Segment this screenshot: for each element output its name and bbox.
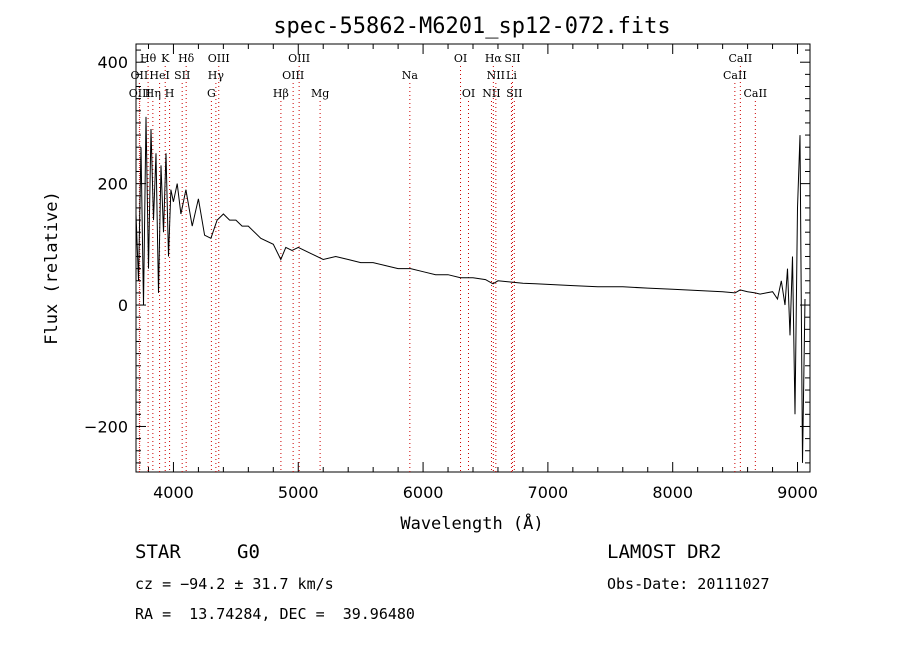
x-tick-labels: 4000 5000 6000 7000 8000 9000	[153, 483, 818, 502]
survey-name: LAMOST DR2	[607, 541, 722, 563]
spectral-line-label: CaII	[743, 87, 767, 100]
object-class: STAR	[135, 541, 181, 563]
x-tick-label: 7000	[528, 483, 569, 502]
spectral-line-label: NII	[482, 87, 500, 100]
chart-title: spec-55862-M6201_sp12-072.fits	[273, 14, 670, 39]
y-tick-label: −200	[84, 417, 128, 436]
y-axis-title: Flux (relative)	[42, 191, 62, 345]
spectral-line-label: NII	[487, 69, 505, 82]
y-tick-label: 200	[97, 175, 128, 194]
spectral-line-label: SII	[174, 69, 190, 82]
spectral-line-label: Hγ	[208, 69, 225, 82]
spectral-line-label: Li	[506, 69, 517, 82]
spectral-line-label: SII	[504, 52, 520, 65]
x-tick-label: 4000	[153, 483, 194, 502]
spectrum-series-line	[135, 116, 806, 463]
spectral-line-label: Hα	[485, 52, 503, 65]
x-axis-title: Wavelength (Å)	[400, 512, 543, 534]
y-tick-label: 0	[118, 296, 128, 315]
y-tick-label: 400	[97, 53, 128, 72]
spectral-line-label: HeI	[149, 69, 169, 82]
x-tick-label: 8000	[652, 483, 693, 502]
spectral-line-label: SII	[506, 87, 522, 100]
spectral-line-label: Hθ	[140, 52, 157, 65]
plot-frame	[135, 43, 811, 473]
spectral-line-label: OIII	[129, 87, 151, 100]
y-tick-labels: −200 0 200 400	[84, 53, 128, 436]
spectral-line-label: CaII	[723, 69, 747, 82]
spectral-line-label: OIII	[208, 52, 230, 65]
spectral-line-label: G	[207, 87, 216, 100]
object-subclass: G0	[237, 541, 260, 563]
spectral-line-label: K	[161, 52, 170, 65]
spectral-line-label: Hη	[145, 87, 161, 100]
redshift-velocity: cz = −94.2 ± 31.7 km/s	[135, 575, 334, 593]
spectral-line-label: OI	[462, 87, 475, 100]
spectral-line-label: Hδ	[178, 52, 195, 65]
axis-ticks	[136, 44, 810, 472]
spectral-line-label: OIII	[288, 52, 310, 65]
coordinates: RA = 13.74284, DEC = 39.96480	[135, 605, 415, 623]
x-tick-label: 5000	[278, 483, 319, 502]
observation-date: Obs-Date: 20111027	[607, 575, 770, 593]
spectral-line-label: Hβ	[273, 87, 289, 100]
spectral-line-markers	[138, 66, 756, 472]
spectral-line-label: OIII	[282, 69, 304, 82]
spectral-line-label: CaII	[729, 52, 753, 65]
spectral-line-label: Na	[402, 69, 419, 82]
spectral-line-label: H	[165, 87, 175, 100]
spectral-line-label: Mg	[311, 87, 329, 100]
x-tick-label: 6000	[403, 483, 444, 502]
spectral-line-label: OI	[454, 52, 467, 65]
x-tick-label: 9000	[777, 483, 818, 502]
spectral-line-label: OII	[131, 69, 149, 82]
